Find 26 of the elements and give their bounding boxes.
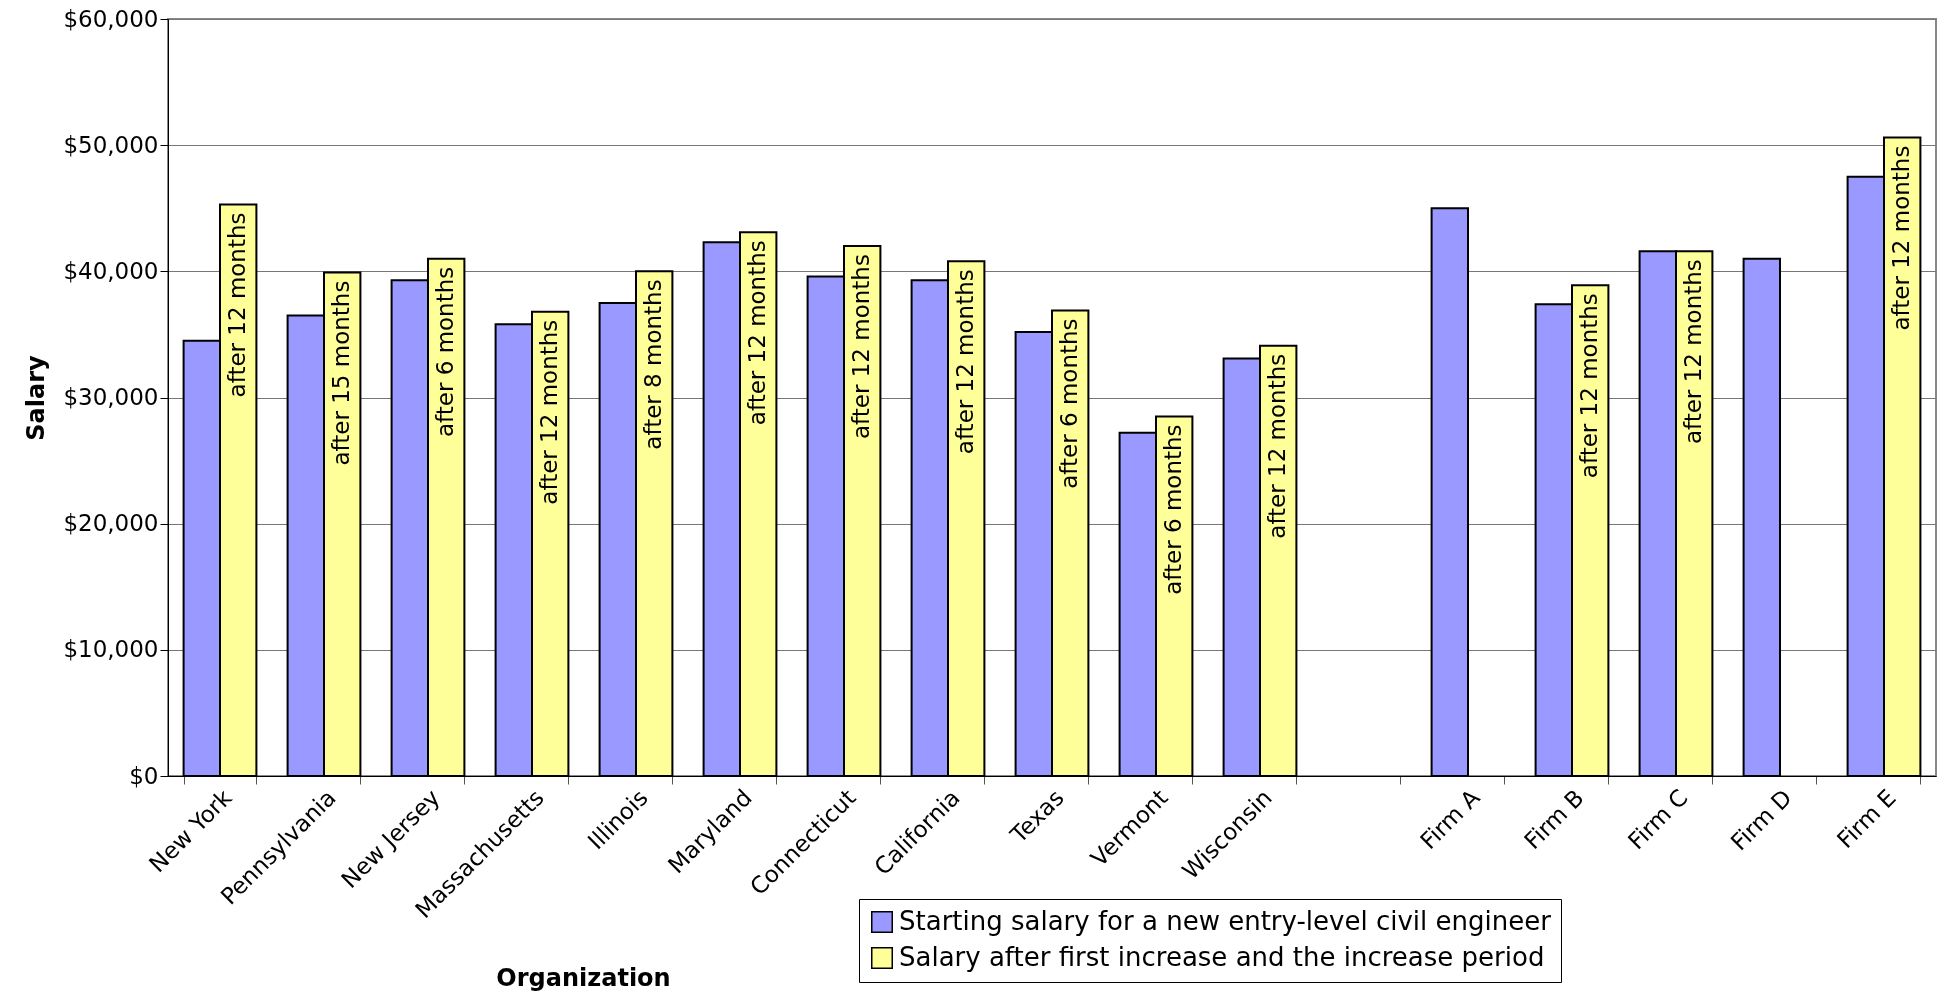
y-axis-title: Salary bbox=[22, 354, 51, 441]
data-label: after 6 months bbox=[432, 266, 459, 438]
x-tick-label: Firm D bbox=[1725, 784, 1797, 856]
data-label: after 6 months bbox=[1056, 318, 1083, 489]
x-axis-title: Organization bbox=[496, 963, 671, 992]
data-label: after 12 months bbox=[952, 269, 979, 455]
legend-label: Salary after first increase and the increase period bbox=[899, 942, 1545, 972]
data-label: after 12 months bbox=[536, 319, 563, 505]
data-label: after 12 months bbox=[1576, 293, 1603, 479]
data-label: after 15 months bbox=[328, 280, 355, 466]
data-label: after 12 months bbox=[1680, 259, 1707, 445]
data-label: after 12 months bbox=[848, 254, 875, 440]
data-label: after 12 months bbox=[744, 240, 771, 426]
y-tick-label: $20,000 bbox=[63, 510, 159, 537]
data-label: after 8 months bbox=[640, 279, 667, 450]
y-tick-label: $0 bbox=[129, 762, 159, 789]
data-label: after 12 months bbox=[1264, 353, 1291, 539]
y-tick-label: $10,000 bbox=[63, 636, 159, 663]
y-tick-label: $50,000 bbox=[63, 131, 159, 158]
data-label: after 12 months bbox=[224, 212, 251, 398]
y-tick-label: $60,000 bbox=[63, 5, 159, 32]
data-label: after 6 months bbox=[1160, 424, 1187, 595]
legend-label: Starting salary for a new entry-level civil engineer bbox=[899, 906, 1552, 936]
data-label: after 12 months bbox=[1888, 145, 1915, 331]
y-tick-label: $30,000 bbox=[63, 384, 159, 410]
y-tick-label: $40,000 bbox=[63, 257, 159, 284]
